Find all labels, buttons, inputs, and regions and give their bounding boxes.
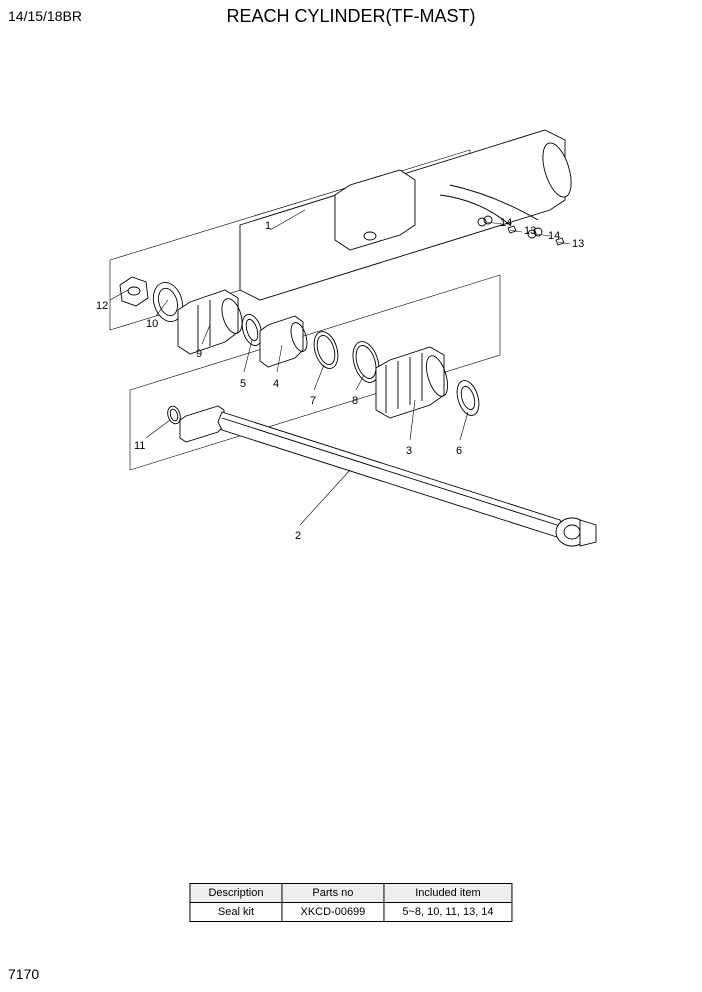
seal-kit-table: Description Parts no Included item Seal … xyxy=(189,883,512,922)
callout-12: 12 xyxy=(96,300,108,312)
exploded-diagram: 1 2 3 4 5 6 7 8 9 10 11 12 13 13 14 14 xyxy=(70,140,630,640)
diagram-svg xyxy=(70,140,630,640)
callout-7: 7 xyxy=(310,395,316,407)
callout-11: 11 xyxy=(134,440,145,452)
col-included: Included item xyxy=(384,884,512,903)
page-number: 7170 xyxy=(8,966,39,982)
part-7-oring xyxy=(310,329,342,372)
part-9-gland xyxy=(178,290,246,354)
callout-6: 6 xyxy=(456,445,462,457)
callout-14a: 14 xyxy=(500,217,512,229)
callout-1: 1 xyxy=(265,220,271,232)
callout-5: 5 xyxy=(240,378,246,390)
callout-14b: 14 xyxy=(548,230,560,242)
callout-9: 9 xyxy=(196,348,202,360)
callout-10: 10 xyxy=(146,318,158,330)
table-header-row: Description Parts no Included item xyxy=(190,884,512,903)
page-title: REACH CYLINDER(TF-MAST) xyxy=(0,6,702,27)
callout-3: 3 xyxy=(406,445,412,457)
callout-8: 8 xyxy=(352,395,358,407)
part-2-rod xyxy=(180,406,596,546)
part-12-nut xyxy=(120,277,148,306)
callout-2: 2 xyxy=(295,530,301,542)
callout-13a: 13 xyxy=(524,225,536,237)
col-parts-no: Parts no xyxy=(282,884,384,903)
cell-included: 5~8, 10, 11, 13, 14 xyxy=(384,903,512,922)
cell-description: Seal kit xyxy=(190,903,282,922)
col-description: Description xyxy=(190,884,282,903)
table-row: Seal kit XKCD-00699 5~8, 10, 11, 13, 14 xyxy=(190,903,512,922)
callout-13b: 13 xyxy=(572,238,584,250)
cell-parts-no: XKCD-00699 xyxy=(282,903,384,922)
callout-4: 4 xyxy=(273,378,279,390)
part-4-spacer xyxy=(260,316,310,367)
part-1-tube xyxy=(240,130,577,300)
